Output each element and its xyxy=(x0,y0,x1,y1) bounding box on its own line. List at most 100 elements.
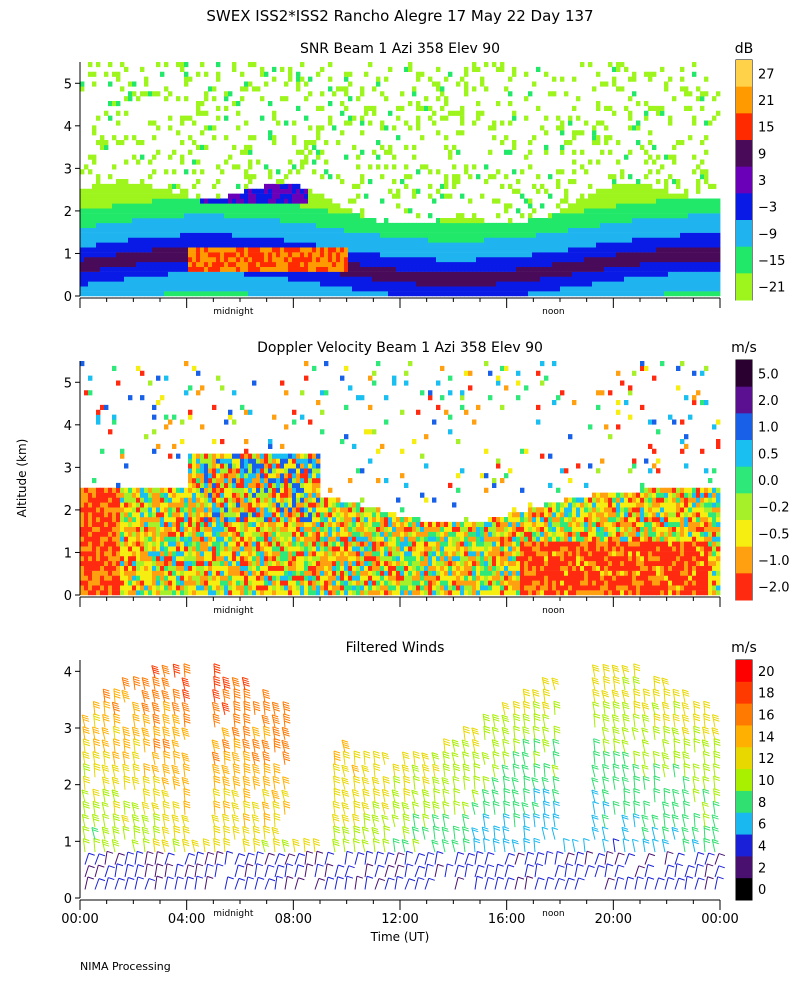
snr-cell xyxy=(668,198,673,204)
doppler-cell xyxy=(196,482,201,488)
snr-cell xyxy=(260,96,265,102)
doppler-cell xyxy=(228,497,233,503)
snr-cell xyxy=(680,140,685,146)
doppler-cell xyxy=(148,492,153,498)
snr-cell xyxy=(204,198,209,204)
snr-cell xyxy=(376,257,381,263)
snr-cell xyxy=(660,193,665,199)
snr-cell xyxy=(84,252,89,258)
snr-cell xyxy=(212,183,217,189)
snr-cell xyxy=(288,208,293,214)
snr-cell xyxy=(264,242,269,248)
snr-cell xyxy=(192,120,197,126)
snr-cell xyxy=(192,140,197,146)
doppler-cell xyxy=(236,560,241,566)
snr-cell xyxy=(464,169,469,175)
doppler-cell xyxy=(148,487,153,493)
snr-cell xyxy=(416,257,421,263)
snr-cell xyxy=(644,218,649,224)
snr-cell xyxy=(204,286,209,292)
doppler-cell xyxy=(132,521,137,527)
doppler-cell xyxy=(212,463,217,469)
snr-cell xyxy=(620,281,625,287)
snr-cell xyxy=(584,237,589,243)
snr-cell xyxy=(332,213,337,219)
snr-cell xyxy=(496,232,501,238)
snr-cell xyxy=(392,154,397,160)
snr-cell xyxy=(116,213,121,219)
doppler-cell xyxy=(132,580,137,586)
snr-cell xyxy=(224,237,229,243)
doppler-cell xyxy=(148,560,153,566)
snr-cell xyxy=(596,198,601,204)
doppler-cell xyxy=(228,463,233,469)
doppler-cell xyxy=(196,585,201,591)
doppler-cell xyxy=(84,390,89,396)
doppler-cell xyxy=(104,492,109,498)
doppler-cell xyxy=(196,541,201,547)
snr-cell xyxy=(264,208,269,214)
doppler-colorbar-unit: m/s xyxy=(731,340,757,356)
snr-cell xyxy=(236,218,241,224)
snr-cell xyxy=(152,281,157,287)
doppler-cell xyxy=(200,560,205,566)
snr-cell xyxy=(600,198,605,204)
snr-cell xyxy=(444,218,449,224)
snr-cell xyxy=(204,222,209,228)
snr-cell xyxy=(168,242,173,248)
snr-cell xyxy=(568,291,573,297)
doppler-cell xyxy=(96,492,101,498)
snr-cell xyxy=(484,232,489,238)
snr-cell xyxy=(392,232,397,238)
snr-cell xyxy=(384,291,389,297)
snr-cell xyxy=(236,198,241,204)
snr-cell xyxy=(692,208,697,214)
doppler-cell xyxy=(104,502,109,508)
doppler-cell xyxy=(104,575,109,581)
snr-cell xyxy=(252,218,257,224)
snr-cell xyxy=(628,96,633,102)
snr-cell xyxy=(424,237,429,243)
snr-cell xyxy=(144,276,149,282)
snr-cell xyxy=(612,222,617,228)
snr-cell xyxy=(656,281,661,287)
snr-cell xyxy=(120,257,125,263)
snr-cell xyxy=(156,252,161,258)
snr-cell xyxy=(708,291,713,297)
doppler-cell xyxy=(180,570,185,576)
doppler-cell xyxy=(172,546,177,552)
snr-cell xyxy=(352,198,357,204)
snr-cell xyxy=(516,227,521,233)
snr-cell xyxy=(676,261,681,267)
doppler-cell xyxy=(196,370,201,376)
snr-cell xyxy=(620,203,625,209)
doppler-cell xyxy=(144,434,149,440)
snr-cell xyxy=(472,227,477,233)
snr-cell xyxy=(412,144,417,150)
doppler-cell xyxy=(164,590,169,596)
snr-cell xyxy=(476,261,481,267)
snr-cell xyxy=(680,208,685,214)
snr-cell xyxy=(468,237,473,243)
snr-cell xyxy=(132,183,137,189)
snr-cell xyxy=(716,247,721,253)
snr-cell xyxy=(280,179,285,185)
snr-cell xyxy=(528,261,533,267)
snr-cell xyxy=(548,266,553,272)
snr-cell xyxy=(212,135,217,141)
snr-cell xyxy=(508,291,513,297)
snr-cell xyxy=(116,247,121,253)
snr-cell xyxy=(448,261,453,267)
snr-cell xyxy=(664,203,669,209)
snr-cell xyxy=(632,257,637,263)
doppler-cell xyxy=(192,473,197,479)
snr-cell xyxy=(716,213,721,219)
doppler-cell xyxy=(220,497,225,503)
snr-cell xyxy=(220,276,225,282)
colorbar-label: −9 xyxy=(758,227,777,242)
snr-cell xyxy=(180,203,185,209)
snr-cell xyxy=(416,232,421,238)
snr-cell xyxy=(360,232,365,238)
snr-cell xyxy=(576,130,581,136)
snr-cell xyxy=(132,213,137,219)
